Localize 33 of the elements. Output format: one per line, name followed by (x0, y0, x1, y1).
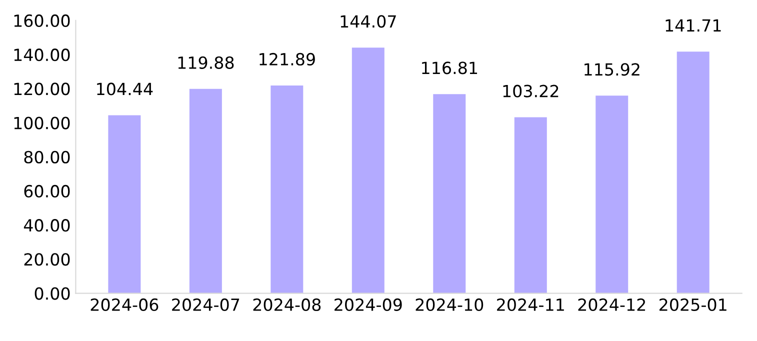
x-tick-label: 2024-11 (497, 298, 564, 312)
data-label: 141.71 (666, 19, 721, 32)
bar (433, 94, 466, 294)
bar (596, 96, 628, 294)
x-tick-label: 2024-12 (578, 298, 646, 312)
y-tick-label: 0.00 (34, 287, 70, 300)
bar (189, 88, 222, 294)
x-tick-label: 2024-08 (253, 298, 321, 312)
bar (352, 48, 384, 294)
data-label: 144.07 (340, 15, 396, 28)
y-tick-label: 20.00 (24, 253, 70, 266)
data-label: 104.44 (97, 82, 153, 96)
x-tick-label: 2024-07 (172, 298, 240, 312)
bar (108, 115, 141, 294)
bar (270, 85, 304, 294)
x-tick-label: 2024-06 (90, 298, 158, 312)
y-tick-label: 40.00 (24, 219, 70, 232)
y-tick-label: 80.00 (24, 150, 70, 164)
data-label: 121.89 (260, 52, 315, 66)
y-tick-label: 120.00 (14, 82, 70, 96)
y-tick-label: 140.00 (14, 48, 70, 62)
data-label: 119.88 (178, 56, 234, 69)
y-tick-label: 60.00 (24, 184, 70, 198)
data-label: 115.92 (584, 63, 640, 76)
data-label: 116.81 (422, 62, 478, 74)
x-tick-label: 2024-10 (416, 298, 484, 312)
y-tick-label: 160.00 (14, 14, 70, 28)
y-tick-label: 100.00 (14, 116, 70, 130)
x-tick-label: 2024-09 (334, 298, 402, 312)
data-label: 103.22 (503, 84, 558, 98)
bar (514, 117, 547, 294)
bar (676, 52, 710, 294)
x-tick-label: 2025-01 (660, 298, 726, 312)
